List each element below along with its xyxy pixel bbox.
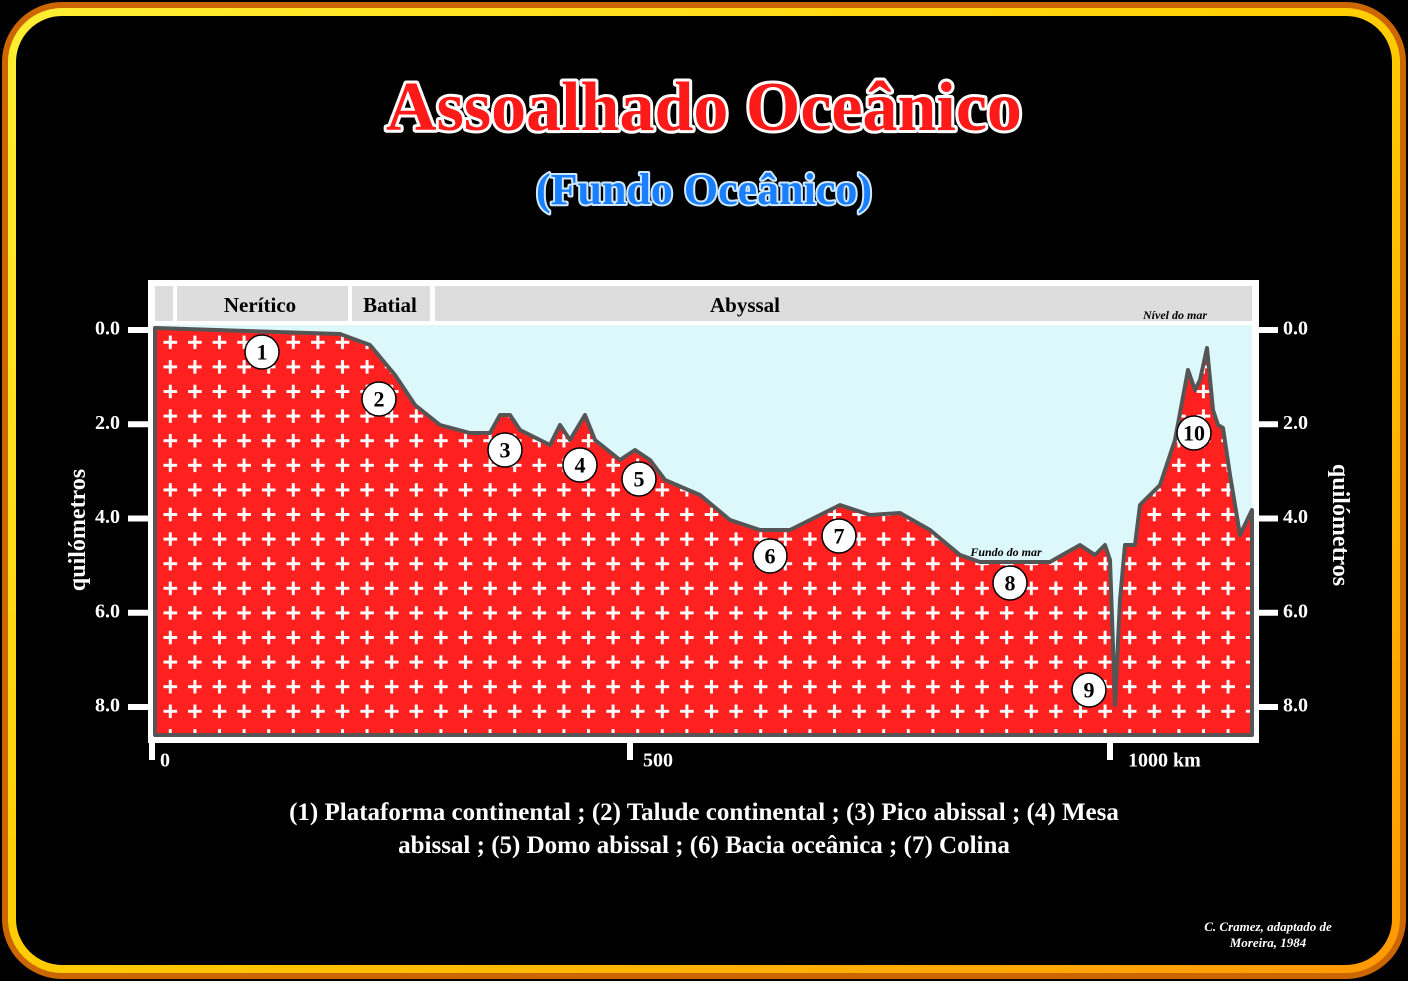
marker: 4 bbox=[562, 447, 598, 483]
marker-circle bbox=[752, 538, 788, 574]
y-tick bbox=[128, 327, 152, 333]
sea-level-label: Nível do mar bbox=[1142, 308, 1207, 322]
marker-circle bbox=[361, 381, 397, 417]
y-tick-label: 4.0 bbox=[1283, 506, 1308, 528]
y-axis-title: quilómetros bbox=[65, 469, 91, 591]
credit: Moreira, 1984 bbox=[1229, 935, 1307, 950]
x-tick bbox=[149, 742, 155, 760]
zone-box bbox=[155, 286, 173, 321]
credit: C. Cramez, adaptado de bbox=[1204, 919, 1332, 934]
y-tick bbox=[128, 515, 152, 522]
title: Assoalhado Oceânico bbox=[386, 69, 1022, 146]
marker-circle bbox=[821, 518, 857, 554]
marker-label: 7 bbox=[834, 524, 845, 549]
marker-label: 10 bbox=[1183, 421, 1205, 446]
x-tick-label: 500 bbox=[643, 750, 673, 772]
marker-label: 5 bbox=[634, 467, 645, 492]
y-tick-label: 0.0 bbox=[95, 318, 120, 340]
y-tick bbox=[1258, 515, 1278, 522]
y-tick bbox=[1258, 609, 1278, 616]
marker-label: 8 bbox=[1005, 571, 1016, 596]
y-tick bbox=[128, 421, 152, 428]
marker-label: 4 bbox=[575, 453, 586, 478]
y-tick bbox=[128, 704, 152, 710]
marker: 9 bbox=[1071, 672, 1107, 708]
x-tick-label: 0 bbox=[160, 750, 170, 772]
border bbox=[8, 8, 1400, 973]
marker-circle bbox=[621, 461, 657, 497]
marker-label: 9 bbox=[1084, 678, 1095, 703]
y-tick-label: 2.0 bbox=[95, 412, 120, 434]
marker: 6 bbox=[752, 538, 788, 574]
marker-circle bbox=[992, 565, 1028, 601]
y-tick-label: 0.0 bbox=[1283, 318, 1308, 340]
sea-floor bbox=[153, 326, 1254, 737]
y-tick-label: 8.0 bbox=[95, 695, 120, 717]
marker-label: 3 bbox=[500, 438, 511, 463]
marker: 7 bbox=[821, 518, 857, 554]
marker: 8 bbox=[992, 565, 1028, 601]
marker: 2 bbox=[361, 381, 397, 417]
x-tick bbox=[627, 742, 633, 760]
y-tick bbox=[1258, 421, 1278, 428]
x-tick-label: 1000 km bbox=[1128, 750, 1201, 772]
y-tick-label: 6.0 bbox=[95, 600, 120, 622]
y-tick bbox=[128, 609, 152, 616]
subtitle: (Fundo Oceânico) bbox=[536, 165, 872, 214]
y-tick-label: 4.0 bbox=[95, 506, 120, 528]
marker-circle bbox=[1176, 415, 1212, 451]
y-tick-label: 8.0 bbox=[1283, 695, 1308, 717]
caption: (1) Plataforma continental ; (2) Talude … bbox=[289, 799, 1119, 826]
marker-circle bbox=[487, 432, 523, 468]
y-axis-title: quilómetros bbox=[1327, 464, 1353, 586]
marker: 5 bbox=[621, 461, 657, 497]
x-tick bbox=[1107, 742, 1113, 760]
marker-label: 1 bbox=[257, 340, 268, 365]
marker: 3 bbox=[487, 432, 523, 468]
zone-box bbox=[177, 286, 348, 321]
marker-circle bbox=[244, 334, 280, 370]
marker-circle bbox=[1071, 672, 1107, 708]
caption: abissal ; (5) Domo abissal ; (6) Bacia o… bbox=[398, 832, 1010, 859]
zone-label: Nerítico bbox=[224, 293, 296, 317]
zone-box bbox=[352, 286, 430, 321]
marker: 1 bbox=[244, 334, 280, 370]
marker-circle bbox=[562, 447, 598, 483]
y-tick-label: 2.0 bbox=[1283, 412, 1308, 434]
marker: 10 bbox=[1176, 415, 1212, 451]
sea-floor-label: Fundo do mar bbox=[969, 545, 1042, 559]
zone-label: Abyssal bbox=[710, 293, 780, 317]
zone-label: Batial bbox=[363, 293, 417, 317]
y-tick bbox=[1258, 327, 1278, 333]
marker-label: 2 bbox=[374, 387, 385, 412]
marker-label: 6 bbox=[765, 544, 776, 569]
y-tick bbox=[1258, 704, 1278, 710]
y-tick-label: 6.0 bbox=[1283, 600, 1308, 622]
zone-box bbox=[435, 286, 1252, 321]
